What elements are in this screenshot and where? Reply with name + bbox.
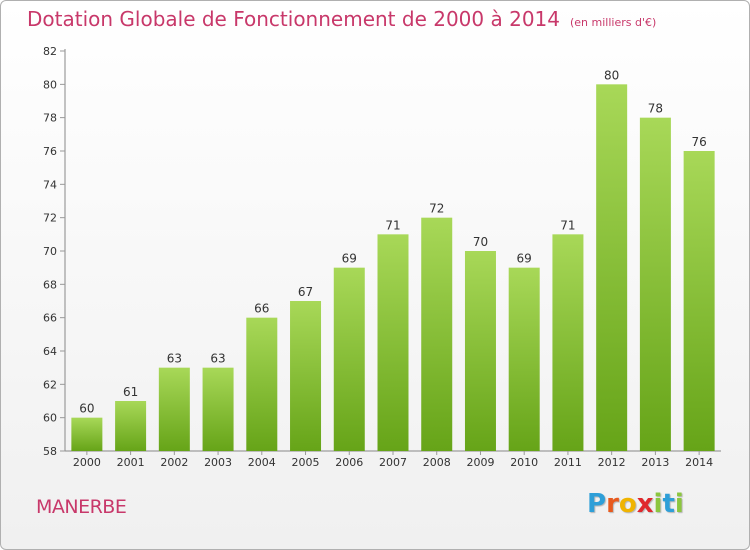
x-tick-label: 2009: [466, 456, 494, 469]
bar: [71, 417, 103, 451]
y-tick-label: 66: [43, 312, 57, 325]
logo-letter: t: [662, 489, 675, 519]
y-tick-label: 76: [43, 145, 57, 158]
x-tick-label: 2011: [554, 456, 582, 469]
bar: [683, 151, 715, 451]
x-tick-label: 2002: [160, 456, 188, 469]
y-tick-label: 80: [43, 78, 57, 91]
y-tick-label: 78: [43, 112, 57, 125]
x-tick-label: 2010: [510, 456, 538, 469]
logo-letter: i: [674, 489, 684, 519]
x-tick-label: 2001: [117, 456, 145, 469]
bar: [158, 367, 190, 451]
x-tick-label: 2007: [379, 456, 407, 469]
y-tick-label: 60: [43, 412, 57, 425]
y-tick-label: 74: [43, 178, 57, 191]
bar: [377, 234, 409, 451]
y-tick-label: 62: [43, 378, 57, 391]
data-label: 69: [342, 252, 357, 266]
data-label: 60: [79, 402, 94, 416]
bar: [464, 251, 496, 451]
data-label: 76: [691, 135, 706, 149]
data-label: 63: [210, 352, 225, 366]
y-tick-label: 72: [43, 212, 57, 225]
logo-letter: P: [587, 489, 607, 519]
x-tick-label: 2013: [641, 456, 669, 469]
bar: [333, 267, 365, 451]
data-label: 69: [517, 252, 532, 266]
data-label: 67: [298, 285, 313, 299]
x-tick-label: 2012: [598, 456, 626, 469]
y-tick-label: 64: [43, 345, 57, 358]
bar: [639, 117, 671, 452]
y-tick-label: 70: [43, 245, 57, 258]
x-tick-label: 2005: [292, 456, 320, 469]
y-tick-label: 58: [43, 445, 57, 458]
data-label: 71: [560, 218, 575, 232]
chart-title: Dotation Globale de Fonctionnement de 20…: [27, 7, 656, 31]
bar: [115, 401, 147, 451]
x-tick-label: 2006: [335, 456, 363, 469]
x-tick-label: 2008: [423, 456, 451, 469]
bar: [421, 217, 453, 451]
logo-letter: x: [636, 489, 654, 519]
data-label: 66: [254, 302, 269, 316]
x-tick-label: 2014: [685, 456, 713, 469]
x-tick-label: 2000: [73, 456, 101, 469]
y-tick-label: 68: [43, 278, 57, 291]
commune-name: MANERBE: [36, 496, 127, 518]
logo-letter: i: [653, 489, 663, 519]
logo-letter: r: [606, 489, 619, 519]
chart-unit: (en milliers d'€): [570, 16, 657, 29]
data-label: 63: [167, 352, 182, 366]
data-label: 78: [648, 102, 663, 116]
data-label: 70: [473, 235, 488, 249]
x-tick-label: 2004: [248, 456, 276, 469]
logo-letter: o: [618, 489, 637, 519]
y-tick-label: 82: [43, 45, 57, 58]
bar: [508, 267, 540, 451]
data-label: 61: [123, 385, 138, 399]
bar: [552, 234, 584, 451]
data-label: 71: [385, 218, 400, 232]
chart-title-text: Dotation Globale de Fonctionnement de 20…: [27, 7, 560, 31]
data-label: 72: [429, 202, 444, 216]
bar: [246, 317, 278, 451]
bar: [290, 301, 322, 451]
bar: [596, 84, 628, 451]
bar: [202, 367, 234, 451]
proxiti-logo: Proxiti: [587, 489, 684, 519]
data-label: 80: [604, 68, 619, 82]
x-tick-label: 2003: [204, 456, 232, 469]
